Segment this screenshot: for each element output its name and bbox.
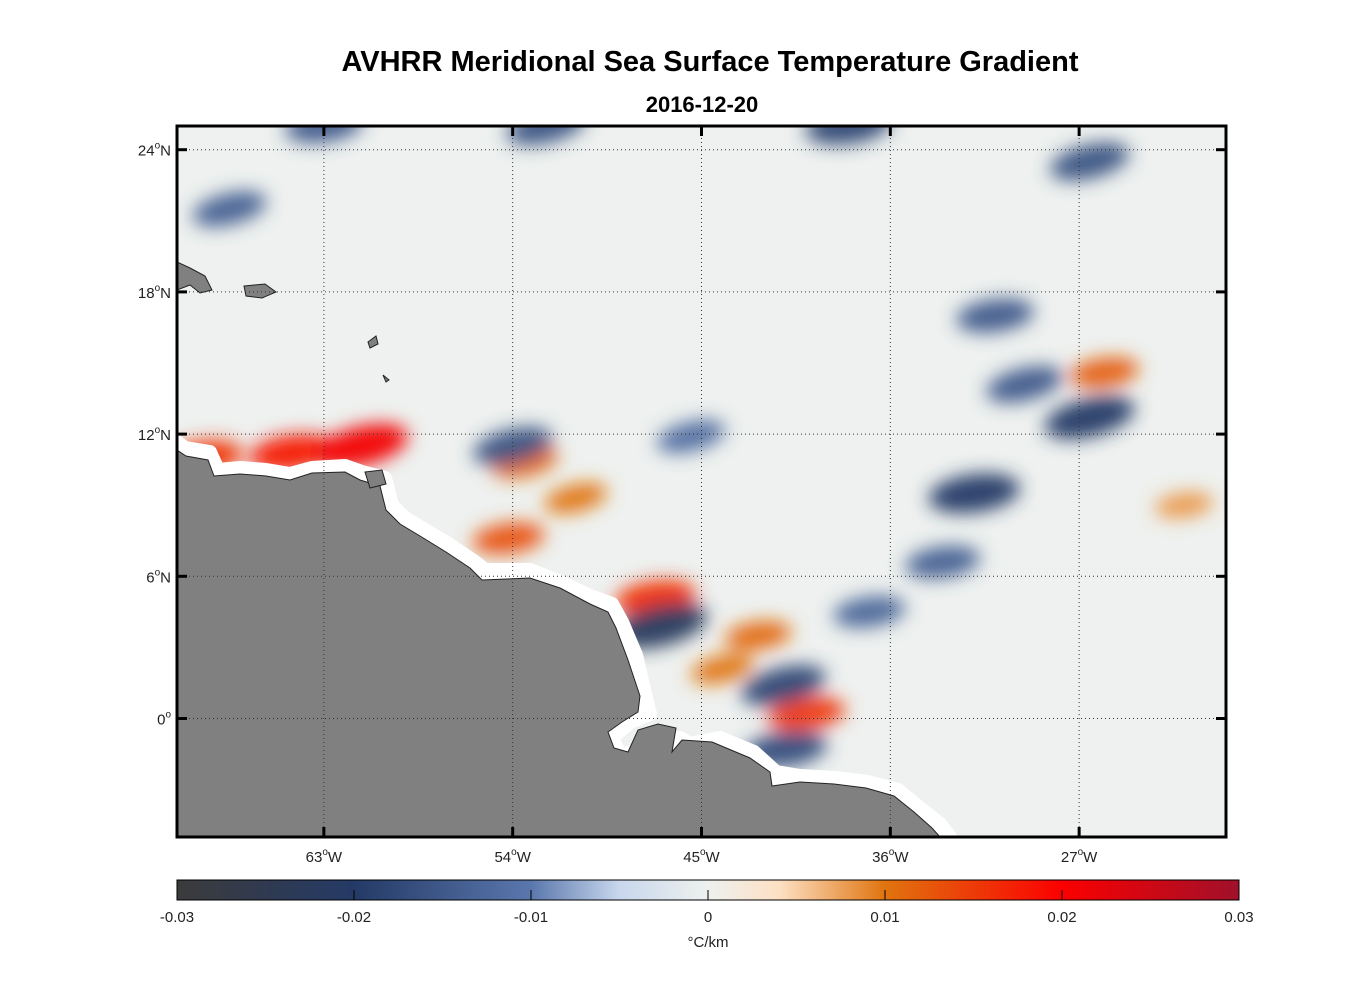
gradient-feature (741, 665, 826, 706)
graticule (177, 126, 1226, 837)
colorbar-tick-label: 0.03 (1224, 909, 1253, 926)
lon-tick-label: 63oW (306, 847, 343, 866)
lon-tick-label: 54oW (494, 847, 531, 866)
colorbar-tick-label: 0 (704, 909, 712, 926)
gradient-feature (986, 365, 1063, 403)
gradient-feature (315, 423, 408, 469)
gradient-feature (767, 696, 846, 731)
puerto-rico-land (243, 283, 278, 299)
gradient-feature (956, 298, 1034, 333)
gradient-feature (833, 596, 906, 628)
lon-tick-label: 45oW (683, 847, 720, 866)
gradient-feature (1155, 492, 1214, 519)
lon-tick-label: 36oW (872, 847, 909, 866)
longitude-labels: 63oW 54oW 45oW 36oW 27oW (306, 847, 1099, 866)
trinidad-land (364, 469, 387, 489)
south-america-land (177, 449, 941, 837)
lat-tick-label: 0o (157, 710, 171, 729)
colorbar-ticks: -0.03 -0.02 -0.01 0 0.01 0.02 0.03 (160, 890, 1254, 926)
plot-area (177, 126, 1226, 837)
colorbar-tick-label: 0.02 (1047, 909, 1076, 926)
lon-tick-label: 27oW (1061, 847, 1098, 866)
gradient-feature (285, 126, 363, 143)
gradient-feature (472, 522, 545, 555)
tick-marks (177, 126, 1226, 837)
gradient-feature (691, 653, 754, 684)
colorbar-tick-label: -0.01 (514, 909, 548, 926)
guadeloupe-land (367, 335, 379, 349)
colorbar-tick-label: 0.01 (870, 909, 899, 926)
colorbar-tick-label: -0.03 (160, 909, 194, 926)
gradient-feature (657, 419, 725, 453)
lat-tick-label: 12oN (138, 425, 171, 444)
gradient-feature (544, 482, 607, 514)
gradient-feature (1050, 142, 1130, 181)
colorbar-unit-label: °C/km (688, 934, 729, 951)
gradient-feature (1044, 395, 1135, 440)
chart-title: AVHRR Meridional Sea Surface Temperature… (341, 46, 1079, 78)
latitude-labels: 24oN 18oN 12oN 6oN 0o (138, 141, 172, 729)
gradient-feature (928, 473, 1020, 514)
gradient-feature (473, 426, 553, 465)
lat-tick-label: 6oN (146, 567, 171, 586)
gradient-feature (805, 126, 892, 145)
gradient-feature (905, 545, 981, 579)
gradient-feature (192, 191, 267, 227)
gradient-feature (506, 126, 586, 146)
lat-tick-label: 24oN (138, 141, 171, 160)
chart-subtitle: 2016-12-20 (645, 92, 759, 117)
gradient-feature (725, 620, 792, 651)
lat-tick-label: 18oN (138, 283, 171, 302)
colorbar-tick-label: -0.02 (337, 909, 371, 926)
martinique-land (382, 374, 390, 383)
gradient-feature (1069, 357, 1139, 388)
